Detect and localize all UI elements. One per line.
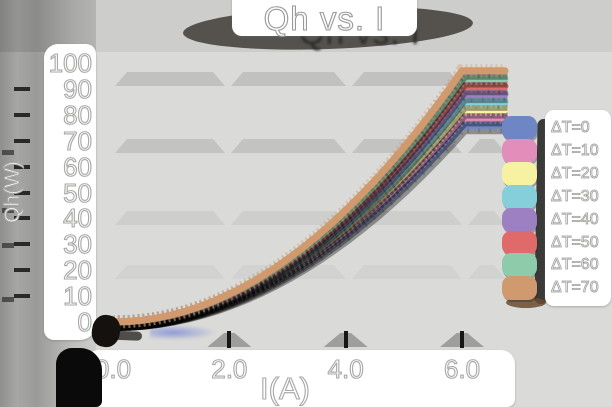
y-tick-mark xyxy=(14,138,30,143)
y-tick-label: 10 xyxy=(63,281,93,312)
x-tick-mark-line xyxy=(227,331,232,348)
curve xyxy=(115,94,508,331)
legend-label: ΔT=40 xyxy=(551,210,599,228)
y-tick-mark xyxy=(14,242,30,247)
y-tick-label: 0 xyxy=(77,306,93,337)
legend-label: ΔT=10 xyxy=(551,141,599,159)
gridline-segment xyxy=(115,265,225,279)
gridline-segment xyxy=(231,139,346,153)
gridline-segment xyxy=(352,72,462,86)
x-tick-mark-line xyxy=(343,331,348,348)
x-tick-label: 4.0 xyxy=(327,353,364,384)
legend-swatch xyxy=(502,116,537,140)
curve xyxy=(115,101,508,331)
origin-color-smudge xyxy=(150,325,216,340)
y-tick-label: 70 xyxy=(63,125,93,156)
y-tick-label: 60 xyxy=(63,151,93,182)
margin-smudge xyxy=(2,243,14,248)
x-axis-label-panel xyxy=(88,350,515,407)
legend-label: ΔT=70 xyxy=(551,279,599,297)
x-tick-label: 2.0 xyxy=(211,353,248,384)
curve xyxy=(115,125,508,331)
curve xyxy=(109,67,509,326)
curve xyxy=(115,86,508,331)
legend-swatch xyxy=(502,253,537,278)
legend-swatch xyxy=(502,230,537,255)
curve xyxy=(112,121,505,330)
y-axis-label-panel xyxy=(44,44,96,340)
legend-swatch xyxy=(502,207,537,232)
origin-shadow-streak xyxy=(99,330,143,341)
x-tick-mark-line xyxy=(460,331,465,348)
legend-label: ΔT=30 xyxy=(551,187,599,205)
curve xyxy=(115,109,508,331)
gridline-segment xyxy=(115,72,225,86)
gridline-segment xyxy=(468,139,506,153)
x-axis-title: I(A) xyxy=(259,371,310,406)
gridline-segment xyxy=(231,72,346,86)
y-tick-mark xyxy=(14,190,30,195)
top-left-shade xyxy=(0,0,96,52)
gridline-segment xyxy=(468,265,506,279)
legend-label-panel xyxy=(545,110,611,306)
legend-swatch xyxy=(502,184,537,209)
title-card xyxy=(232,0,417,36)
legend-label: ΔT=20 xyxy=(551,164,599,182)
x-tick-label: 6.0 xyxy=(443,353,481,384)
legend-swatch xyxy=(502,138,537,163)
y-tick-mark xyxy=(14,112,30,117)
margin-smudge xyxy=(2,150,14,155)
legend-label: ΔT=60 xyxy=(551,256,599,274)
gridline-segment xyxy=(231,211,346,225)
curve xyxy=(115,117,508,331)
legend-swatch xyxy=(502,276,537,301)
y-tick-mark xyxy=(14,268,30,273)
curve xyxy=(115,70,508,331)
corner-shadow-blob xyxy=(56,348,102,407)
margin-smudge xyxy=(2,297,14,302)
y-tick-label: 80 xyxy=(63,99,93,130)
y-tick-label: 50 xyxy=(63,177,93,208)
legend-swatch xyxy=(502,161,537,186)
y-tick-label: 90 xyxy=(63,73,93,104)
curve xyxy=(115,78,508,331)
y-tick-label: 40 xyxy=(63,203,93,234)
gridline-segment xyxy=(115,211,225,225)
gridline-segment xyxy=(352,265,462,279)
margin-smudge xyxy=(2,208,14,213)
gridline-segment xyxy=(352,211,462,225)
gridline-segment xyxy=(468,211,506,225)
gridline-segment xyxy=(115,139,225,153)
chart-title: Qh vs. I xyxy=(263,0,386,37)
y-tick-label: 30 xyxy=(63,229,93,260)
y-tick-mark xyxy=(14,86,30,91)
y-axis-title: Qh(W) xyxy=(0,161,24,224)
legend-label: ΔT=0 xyxy=(551,119,591,137)
legend-label: ΔT=50 xyxy=(551,233,599,251)
y-tick-mark xyxy=(14,294,30,299)
y-tick-label: 100 xyxy=(48,47,92,78)
y-tick-label: 20 xyxy=(63,255,93,286)
y-tick-mark xyxy=(14,164,30,169)
legend-swatch-shadow xyxy=(506,297,546,308)
y-tick-mark xyxy=(14,216,30,221)
